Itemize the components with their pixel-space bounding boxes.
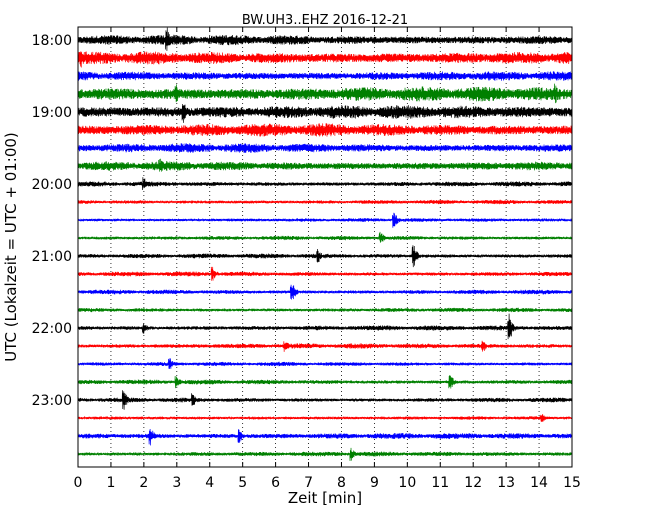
trace-2130 bbox=[77, 284, 573, 300]
x-tick-label: 1 bbox=[106, 475, 115, 491]
trace-2145 bbox=[77, 307, 573, 313]
plot-frame bbox=[77, 26, 573, 468]
trace-2045 bbox=[77, 231, 573, 243]
vertical-gridlines bbox=[110, 27, 540, 467]
y-tick-label: 21:00 bbox=[32, 249, 72, 265]
y-axis-label: UTC (Lokalzeit = UTC + 01:00) bbox=[2, 132, 20, 362]
trace-1900 bbox=[77, 104, 573, 123]
chart-title: BW.UH3..EHZ 2016-12-21 bbox=[242, 13, 408, 28]
trace-2245 bbox=[77, 374, 573, 389]
trace-2230 bbox=[77, 358, 573, 369]
x-tick-label: 14 bbox=[530, 475, 548, 491]
x-tick-label: 15 bbox=[563, 475, 581, 491]
trace-2300 bbox=[77, 390, 573, 410]
x-tick-label: 8 bbox=[337, 475, 346, 491]
trace-2215 bbox=[77, 340, 573, 352]
trace-1815 bbox=[77, 51, 573, 68]
x-tick-label: 10 bbox=[398, 475, 416, 491]
y-tick-label: 23:00 bbox=[32, 393, 72, 409]
x-tick-label: 12 bbox=[464, 475, 482, 491]
x-axis-label: Zeit [min] bbox=[288, 489, 362, 507]
x-tick-label: 3 bbox=[172, 475, 181, 491]
y-tick-label: 20:00 bbox=[32, 177, 72, 193]
trace-2200 bbox=[77, 313, 573, 340]
trace-1800 bbox=[77, 27, 573, 51]
x-tick-label: 0 bbox=[74, 475, 83, 491]
x-tick-label: 7 bbox=[304, 475, 313, 491]
trace-group bbox=[77, 27, 573, 462]
trace-2030 bbox=[77, 212, 573, 228]
trace-2015 bbox=[77, 199, 573, 205]
y-tick-label: 18:00 bbox=[32, 33, 72, 49]
y-axis-ticks: 18:00 19:00 20:00 21:00 22:00 23:00 bbox=[32, 33, 572, 409]
trace-1930 bbox=[77, 143, 573, 153]
trace-2000 bbox=[77, 177, 573, 191]
trace-1945 bbox=[77, 158, 573, 172]
trace-1830 bbox=[77, 71, 573, 81]
x-tick-label: 9 bbox=[370, 475, 379, 491]
x-axis-ticks: 0 1 2 3 4 5 6 7 8 9 10 11 12 13 14 15 bbox=[74, 27, 581, 491]
trace-2330 bbox=[77, 428, 573, 446]
y-tick-label: 19:00 bbox=[32, 105, 72, 121]
trace-2100 bbox=[77, 245, 573, 268]
x-tick-label: 4 bbox=[205, 475, 214, 491]
x-tick-label: 6 bbox=[271, 475, 280, 491]
x-tick-label: 13 bbox=[497, 475, 515, 491]
x-tick-label: 2 bbox=[139, 475, 148, 491]
trace-2315 bbox=[77, 413, 573, 422]
trace-1845 bbox=[77, 83, 573, 104]
trace-2115 bbox=[77, 266, 573, 281]
trace-2345 bbox=[77, 447, 573, 462]
y-tick-label: 22:00 bbox=[32, 321, 72, 337]
trace-1915 bbox=[77, 123, 573, 137]
x-tick-label: 11 bbox=[431, 475, 449, 491]
x-tick-label: 5 bbox=[238, 475, 247, 491]
